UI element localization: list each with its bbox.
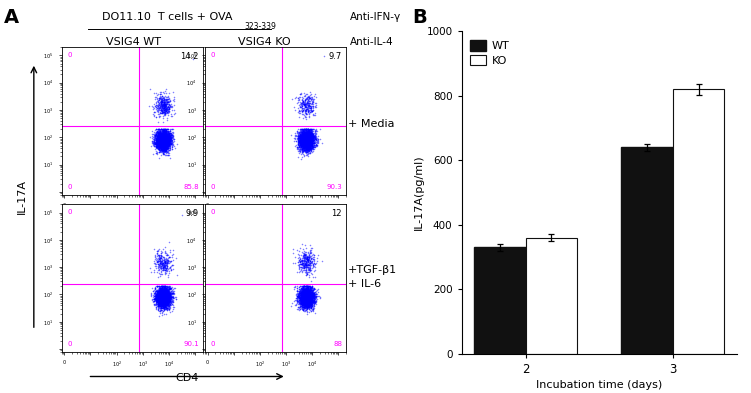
Text: IL-17A: IL-17A: [17, 179, 27, 214]
Text: B: B: [412, 8, 427, 27]
Text: VSIG4 KO: VSIG4 KO: [238, 37, 291, 47]
Text: Anti-IFN-γ: Anti-IFN-γ: [350, 12, 402, 22]
Text: 323-339: 323-339: [245, 22, 276, 31]
Text: DO11.10  T cells + OVA: DO11.10 T cells + OVA: [102, 12, 232, 22]
Text: VSIG4 WT: VSIG4 WT: [106, 37, 161, 47]
Text: A: A: [4, 8, 19, 27]
Text: +TGF-β1
+ IL-6: +TGF-β1 + IL-6: [348, 265, 397, 289]
Text: + Media: + Media: [348, 119, 395, 129]
Text: Anti-IL-4: Anti-IL-4: [350, 37, 394, 47]
Text: CD4: CD4: [176, 373, 199, 383]
